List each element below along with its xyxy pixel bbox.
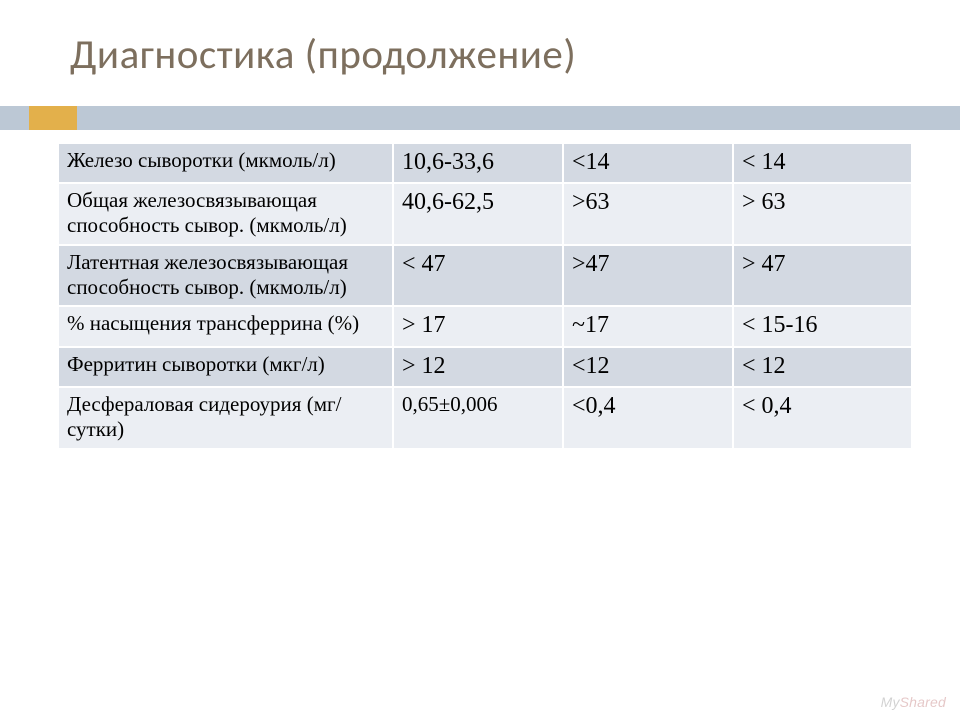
- row-value: ~17: [563, 306, 733, 346]
- table-row: Ферритин сыворотки (мкг/л)> 12<12< 12: [58, 347, 912, 387]
- row-label: Десфераловая сидероурия (мг/сутки): [58, 387, 393, 449]
- row-value: <0,4: [563, 387, 733, 449]
- table-row: Общая железосвязывающая способность сыво…: [58, 183, 912, 245]
- row-value: >47: [563, 245, 733, 307]
- row-value: 40,6-62,5: [393, 183, 563, 245]
- row-value: > 17: [393, 306, 563, 346]
- row-label: Общая железосвязывающая способность сыво…: [58, 183, 393, 245]
- row-label: % насыщения трансферрина (%): [58, 306, 393, 346]
- row-value: > 12: [393, 347, 563, 387]
- row-value: 10,6-33,6: [393, 143, 563, 183]
- row-value: < 47: [393, 245, 563, 307]
- table-row: % насыщения трансферрина (%)> 17~17< 15-…: [58, 306, 912, 346]
- row-label: Латентная железосвязывающая способность …: [58, 245, 393, 307]
- slide: Диагностика (продолжение) Железо сыворот…: [0, 0, 960, 720]
- row-label: Железо сыворотки (мкмоль/л): [58, 143, 393, 183]
- row-value: 0,65±0,006: [393, 387, 563, 449]
- row-label: Ферритин сыворотки (мкг/л): [58, 347, 393, 387]
- row-value: < 12: [733, 347, 912, 387]
- row-value: < 0,4: [733, 387, 912, 449]
- diagnostics-table: Железо сыворотки (мкмоль/л)10,6-33,6<14<…: [57, 142, 913, 450]
- watermark: MyShared: [881, 694, 946, 710]
- row-value: <12: [563, 347, 733, 387]
- table-row: Десфераловая сидероурия (мг/сутки)0,65±0…: [58, 387, 912, 449]
- row-value: < 15-16: [733, 306, 912, 346]
- row-value: < 14: [733, 143, 912, 183]
- diagnostics-table-wrap: Железо сыворотки (мкмоль/л)10,6-33,6<14<…: [57, 142, 911, 450]
- row-value: > 47: [733, 245, 912, 307]
- row-value: > 63: [733, 183, 912, 245]
- row-value: >63: [563, 183, 733, 245]
- slide-title: Диагностика (продолжение): [70, 30, 576, 80]
- table-row: Латентная железосвязывающая способность …: [58, 245, 912, 307]
- watermark-text-2: Shared: [900, 694, 946, 710]
- table-row: Железо сыворотки (мкмоль/л)10,6-33,6<14<…: [58, 143, 912, 183]
- title-underline: [0, 106, 960, 130]
- watermark-text-1: My: [881, 694, 900, 710]
- title-accent-box: [29, 106, 77, 130]
- row-value: <14: [563, 143, 733, 183]
